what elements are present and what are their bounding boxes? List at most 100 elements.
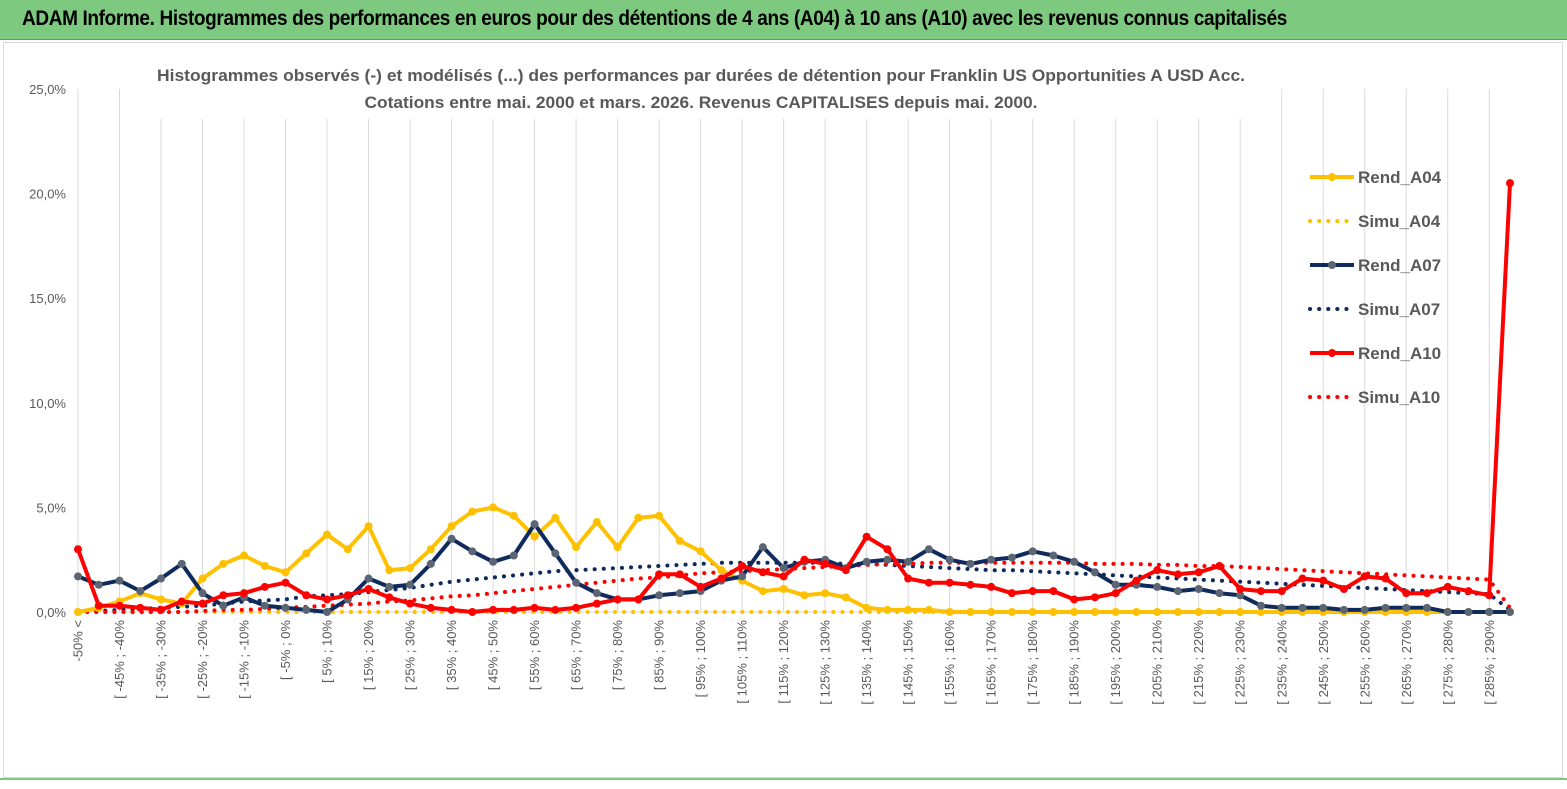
legend-marker [1328,349,1336,357]
data-point [385,593,394,602]
data-point [675,536,684,545]
data-point [240,589,249,598]
data-point [1256,601,1265,610]
data-point [696,547,705,556]
data-point [426,559,435,568]
legend-marker [1328,261,1336,269]
chart-title-background [152,57,1250,119]
x-tick-label: [ 115% ; 120% [776,620,791,704]
data-point [240,551,249,560]
x-tick-label: [ 145% ; 150% [901,620,916,705]
bottom-rule [0,778,1567,789]
data-point [1485,591,1494,600]
data-point [758,543,767,552]
data-point [821,589,830,598]
data-point [1090,608,1099,616]
legend-item-simu-a04: Simu_A04 [1308,212,1441,231]
series-rend-a10 [74,179,1514,616]
data-point [613,595,622,604]
series-line [76,560,1512,614]
data-point [1049,551,1058,560]
data-point [1381,603,1390,612]
data-point [904,574,913,583]
data-point [509,551,518,560]
x-tick-label: [ 5% ; 10% [320,620,335,683]
data-point [177,559,186,568]
data-point [489,605,498,614]
data-point [800,591,809,600]
data-point [634,513,643,522]
data-point [551,513,560,522]
data-point [1132,576,1141,585]
data-point [758,568,767,577]
legend-item-rend-a04: Rend_A04 [1310,168,1442,187]
data-point [1194,608,1203,616]
data-point [883,545,892,554]
legend-label: Simu_A07 [1358,300,1440,319]
data-point [862,532,871,541]
data-point [821,559,830,568]
data-point [281,603,290,612]
series-lines [74,179,1514,616]
data-point [592,589,601,598]
data-point [779,564,788,573]
data-point [115,576,124,585]
data-point [966,559,975,568]
data-point [1111,589,1120,598]
x-tick-label: [ 15% ; 20% [361,620,376,691]
data-point [489,557,498,566]
data-point [966,608,975,616]
data-point [260,561,269,570]
data-point [447,605,456,614]
data-point [1194,568,1203,577]
data-point [1443,608,1452,616]
data-point [385,566,394,575]
x-tick-label: [ 125% ; 130% [818,620,833,705]
data-point [987,608,996,616]
chart-subtitle: Cotations entre mai. 2000 et mars. 2026.… [365,93,1038,112]
data-point [1007,553,1016,562]
data-point [74,545,82,554]
data-point [634,595,643,604]
data-point [862,557,871,566]
x-tick-label: [ 65% ; 70% [569,620,584,691]
data-point [1049,608,1058,616]
x-tick-label: [ 265% ; 270% [1399,620,1414,705]
legend: Rend_A04 Simu_A04 Rend_A07 Simu_A07 Rend_A10… [1308,168,1442,407]
x-tick-label: [ 185% ; 190% [1067,620,1082,705]
data-point [426,545,435,554]
legend-marker [1328,173,1336,181]
data-point [219,591,228,600]
data-point [1298,603,1307,612]
data-point [717,566,726,575]
data-point [260,582,269,591]
legend-item-rend-a07: Rend_A07 [1310,256,1441,275]
data-point [945,555,954,564]
data-point [1319,576,1328,585]
data-point [758,587,767,596]
data-point [1007,608,1016,616]
data-point [198,574,207,583]
y-axis: 0,0% 5,0% 10,0% 15,0% 20,0% 25,0% [29,82,1510,620]
data-point [592,518,601,527]
data-point [1070,608,1079,616]
legend-label: Simu_A10 [1358,388,1440,407]
data-point [717,574,726,583]
data-point [841,566,850,575]
data-point [1194,584,1203,593]
data-point [74,608,82,616]
data-point [426,603,435,612]
data-point [198,599,207,608]
data-point [966,580,975,589]
data-point [1256,587,1265,596]
chart-titles: Histogrammes observés (-) et modélisés (… [152,57,1250,119]
x-tick-label: [ 35% ; 40% [444,620,459,691]
data-point [1215,561,1224,570]
x-tick-label: [ -15% ; -10% [237,620,252,699]
data-point [219,559,228,568]
x-tick-label: [ -35% ; -30% [154,620,169,699]
y-tick-label: 10,0% [29,396,66,411]
data-point [1153,608,1162,616]
data-point [572,578,581,587]
series-line [76,182,1512,614]
